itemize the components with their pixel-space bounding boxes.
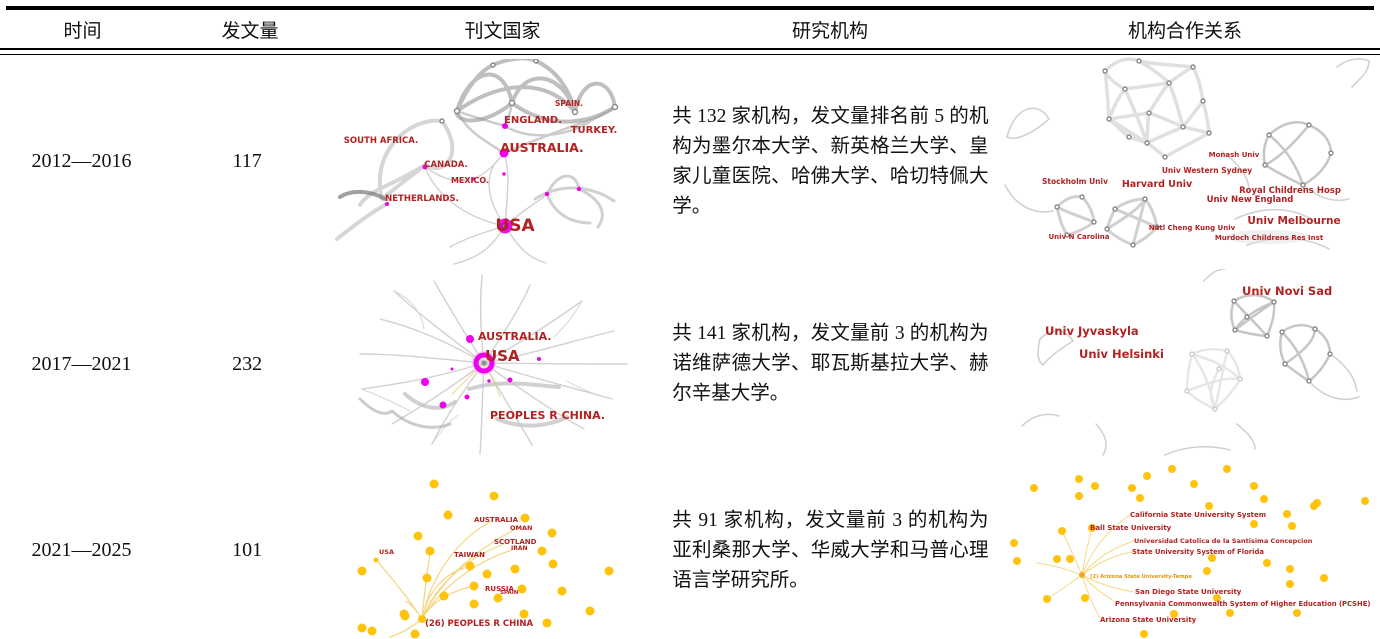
institution-label: Univ Helsinki [1079, 347, 1164, 361]
country-label: USA [495, 216, 535, 236]
institution-label: Univ Melbourne [1248, 215, 1341, 227]
institution-label: Univ N Carolina [1049, 233, 1110, 241]
country-network-cell: AUSTRALIA. USA PEOPLES R CHINA. [331, 269, 662, 459]
country-label: MEXICO. [451, 176, 489, 185]
header-pub-countries: 刊文国家 [464, 20, 541, 42]
country-network-cell: AUSTRALIA OMAN SCOTLAND IRAN USA TAIWAN … [331, 461, 662, 639]
country-label: AUSTRALIA. [478, 330, 552, 343]
header-research-institutions: 研究机构 [791, 20, 868, 42]
institution-label: Stockholm Univ [1042, 177, 1108, 186]
country-label: USA [485, 347, 520, 365]
table-header-row: 时间 发文量 刊文国家 研究机构 机构合作关系 [0, 10, 1380, 48]
institution-label: Natl Cheng Kung Univ [1149, 224, 1236, 232]
count-cell: 232 [232, 352, 263, 375]
country-label: NETHERLANDS. [385, 194, 459, 204]
cooperation-network-cell: Univ Novi Sad Univ Jyvaskyla Univ Helsin… [995, 269, 1380, 459]
country-network-cell: SPAIN. ENGLAND. TURKEY. AUSTRALIA. SOUTH… [331, 58, 662, 265]
institution-label: State University System of Florida [1132, 548, 1264, 556]
header-pub-count: 发文量 [221, 20, 279, 42]
table-row: 2021—2025 101 AUSTRALIA OMAN SCOTLAND IR… [0, 460, 1380, 639]
table-top-rule [6, 6, 1374, 10]
table-row: 2012—2016 117 SPAIN. ENGLAND. TURKEY. AU… [0, 55, 1380, 268]
country-network-2017-2021: AUSTRALIA. USA PEOPLES R CHINA. [358, 274, 628, 455]
country-network-2021-2025: AUSTRALIA OMAN SCOTLAND IRAN USA TAIWAN … [357, 479, 614, 639]
institution-label: Ball State University [1090, 524, 1172, 532]
country-label: SCOTLAND [494, 538, 537, 546]
period-cell: 2012—2016 [31, 150, 132, 172]
country-label: CANADA. [424, 160, 468, 170]
cooperation-network-2012-2016: Monash Univ Univ Western Sydney Stockhol… [1004, 56, 1371, 250]
institution-label: Univ New England [1207, 195, 1294, 205]
country-label: USA [379, 548, 394, 556]
country-label: TURKEY. [570, 125, 617, 136]
country-label: OMAN [510, 524, 532, 532]
table-row: 2017—2021 232 AUSTRALIA. USA PEOPLES R C… [0, 268, 1380, 460]
country-label: TAIWAN [454, 551, 485, 559]
header-separator-rule [0, 48, 1380, 55]
country-label: AUSTRALIA [474, 516, 519, 524]
cooperation-network-cell: California State University System Ball … [995, 461, 1380, 639]
country-label: (26) PEOPLES R CHINA [425, 619, 533, 629]
institution-label: (2) Arizona State University-Tempe [1090, 574, 1192, 580]
country-label: IRAN [511, 545, 528, 552]
institution-label: Royal Childrens Hosp [1239, 186, 1341, 196]
header-time: 时间 [63, 20, 102, 42]
cooperation-network-cell: Monash Univ Univ Western Sydney Stockhol… [995, 56, 1380, 267]
period-cell: 2017—2021 [31, 352, 132, 375]
institution-label: San Diego State University [1135, 588, 1242, 596]
institution-label: Murdoch Childrens Res Inst [1215, 234, 1324, 242]
institutions-text: 共 91 家机构，发文量前 3 的机构为亚利桑那大学、华威大学和马普心理语言学研… [672, 509, 989, 591]
institution-label: Univ Novi Sad [1242, 284, 1332, 298]
country-label: AUSTRALIA. [500, 140, 584, 155]
institution-label: Univ Jyvaskyla [1045, 324, 1139, 338]
country-label: SOUTH AFRICA. [343, 136, 417, 146]
country-label: PEOPLES R CHINA. [490, 409, 605, 422]
institution-label: Harvard Univ [1122, 179, 1193, 190]
institution-label: Pennsylvania Commonwealth System of High… [1115, 600, 1370, 608]
header-institution-cooperation: 机构合作关系 [1127, 20, 1242, 42]
count-cell: 117 [232, 150, 262, 172]
institution-label: Univ Western Sydney [1162, 166, 1252, 175]
institution-label: Universidad Catolica de la Santisima Con… [1134, 537, 1313, 545]
country-label: ENGLAND. [504, 115, 562, 126]
country-label: RUSSIA [485, 585, 514, 593]
institutions-text: 共 141 家机构，发文量前 3 的机构为诺维萨德大学、耶瓦斯基拉大学、赫尔辛基… [672, 323, 989, 404]
country-label: SPAIN. [555, 99, 583, 108]
institutions-text: 共 132 家机构，发文量排名前 5 的机构为墨尔本大学、新英格兰大学、皇家儿童… [672, 105, 989, 217]
cooperation-network-2017-2021: Univ Novi Sad Univ Jyvaskyla Univ Helsin… [1021, 269, 1361, 456]
count-cell: 101 [232, 539, 263, 561]
institution-label: California State University System [1130, 511, 1266, 519]
institution-label: Monash Univ [1209, 151, 1260, 159]
period-cell: 2021—2025 [31, 539, 132, 561]
institution-label: Arizona State University [1100, 616, 1197, 624]
cooperation-network-2021-2025: California State University System Ball … [1010, 465, 1371, 638]
country-label: SPAIN [500, 590, 519, 596]
country-network-2012-2016: SPAIN. ENGLAND. TURKEY. AUSTRALIA. SOUTH… [334, 58, 618, 265]
